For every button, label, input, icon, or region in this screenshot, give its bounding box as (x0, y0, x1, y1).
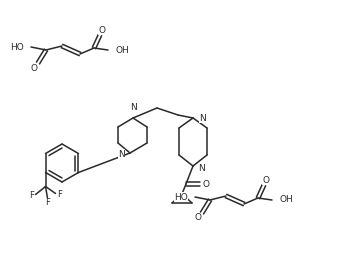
Text: O: O (262, 176, 269, 184)
Text: OH: OH (115, 46, 129, 54)
Text: N: N (199, 113, 206, 123)
Text: HO: HO (10, 42, 24, 52)
Text: F: F (57, 190, 62, 199)
Text: F: F (29, 191, 34, 200)
Text: O: O (203, 179, 209, 189)
Text: N: N (198, 163, 205, 172)
Text: N: N (129, 103, 136, 112)
Text: O: O (98, 25, 105, 34)
Text: OH: OH (279, 196, 293, 205)
Text: O: O (31, 63, 38, 73)
Text: HO: HO (174, 192, 188, 202)
Text: N: N (118, 149, 125, 159)
Text: O: O (195, 213, 201, 222)
Text: F: F (45, 198, 50, 207)
